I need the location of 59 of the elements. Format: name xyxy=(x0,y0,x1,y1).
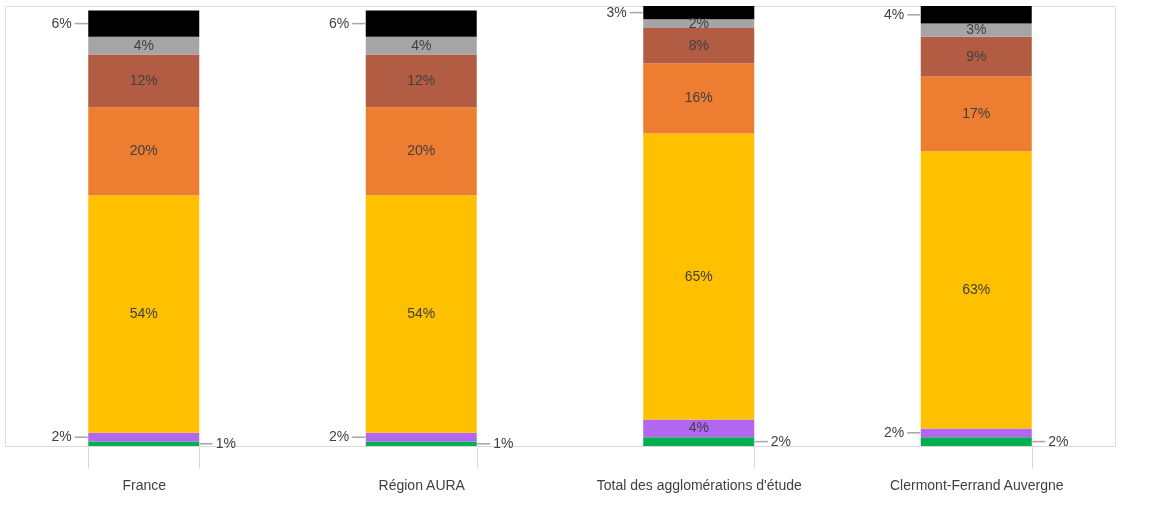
data-label: 2% xyxy=(688,14,709,31)
data-label: 17% xyxy=(962,104,991,121)
x-tick-label: Région AURA xyxy=(378,476,466,493)
bar xyxy=(643,419,755,438)
data-label: 12% xyxy=(129,71,158,88)
data-label: 2% xyxy=(1048,432,1069,449)
data-label: 16% xyxy=(684,89,713,106)
bar xyxy=(920,36,1032,77)
data-label: 4% xyxy=(133,36,154,53)
bar xyxy=(643,437,755,446)
data-label: 1% xyxy=(493,434,514,451)
bar xyxy=(365,441,477,446)
bar xyxy=(920,428,1032,438)
bar xyxy=(920,6,1032,24)
data-label: 9% xyxy=(966,47,987,64)
data-label: 8% xyxy=(688,36,709,53)
data-label: 12% xyxy=(407,71,436,88)
x-tick-label: France xyxy=(122,476,167,493)
bar xyxy=(643,19,755,28)
data-label: 20% xyxy=(407,142,436,159)
data-label: 20% xyxy=(129,142,158,159)
bar xyxy=(88,432,200,442)
data-label: 3% xyxy=(966,21,987,38)
data-label: 2% xyxy=(51,428,72,445)
bar xyxy=(920,437,1032,446)
bar xyxy=(365,36,477,55)
bar xyxy=(643,28,755,64)
bar xyxy=(643,133,755,420)
bar xyxy=(88,54,200,108)
bar xyxy=(88,10,200,37)
data-label: 54% xyxy=(407,305,436,321)
bar xyxy=(88,107,200,196)
bar xyxy=(88,195,200,433)
data-label: 1% xyxy=(215,434,236,451)
x-tick-label: Total des agglomérations d'étude xyxy=(596,476,802,493)
bar xyxy=(643,63,755,134)
data-label: 6% xyxy=(329,14,350,31)
bar xyxy=(365,107,477,196)
data-label: 2% xyxy=(884,423,905,440)
bar xyxy=(365,54,477,108)
data-label: 63% xyxy=(962,280,991,297)
bar xyxy=(88,36,200,55)
data-label: 4% xyxy=(884,5,905,22)
x-tick-label: Clermont-Ferrand Auvergne xyxy=(889,476,1064,493)
data-label: 4% xyxy=(411,36,432,53)
data-label: 65% xyxy=(684,267,713,284)
data-label: 54% xyxy=(129,305,158,321)
bar xyxy=(88,441,200,446)
bar xyxy=(643,6,755,20)
bar xyxy=(365,195,477,433)
bar xyxy=(365,10,477,37)
bar xyxy=(920,151,1032,429)
data-label: 2% xyxy=(770,432,791,449)
data-label: 3% xyxy=(606,3,627,20)
bar xyxy=(920,76,1032,152)
data-label: 4% xyxy=(688,419,709,436)
bar xyxy=(365,432,477,442)
data-label: 2% xyxy=(329,428,350,445)
data-label: 6% xyxy=(51,14,72,31)
